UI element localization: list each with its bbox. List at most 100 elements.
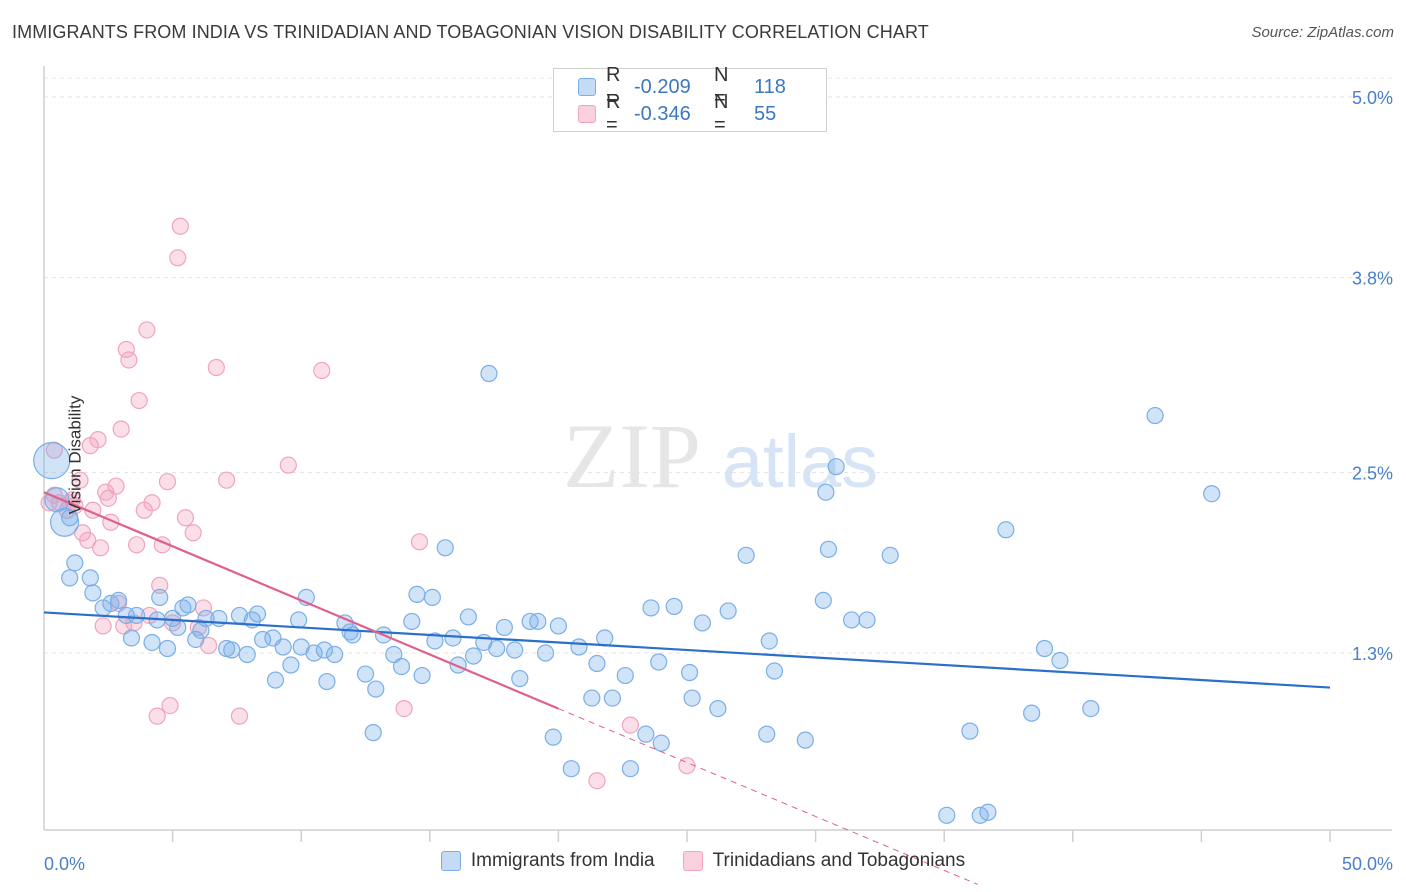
point-india	[1051, 651, 1069, 670]
point-india	[305, 644, 323, 662]
point-india	[511, 669, 529, 688]
y-tick-label: 2.5%	[1352, 464, 1393, 484]
point-india	[341, 623, 359, 641]
point-india	[737, 546, 755, 564]
swatch-india	[578, 78, 596, 96]
point-india	[529, 612, 547, 631]
point-india	[158, 639, 177, 658]
point-tt	[169, 249, 187, 267]
point-india	[423, 588, 441, 607]
point-india	[169, 618, 187, 637]
point-india	[109, 591, 128, 610]
watermark-atlas: atlas	[722, 420, 878, 503]
chart-title: IMMIGRANTS FROM INDIA VS TRINIDADIAN AND…	[12, 22, 929, 42]
point-india	[693, 614, 712, 632]
point-tt	[148, 707, 166, 725]
point-india	[364, 724, 382, 742]
point-india	[464, 647, 483, 665]
x-tick-label-max: 50.0%	[1342, 854, 1393, 874]
point-india	[938, 806, 956, 824]
n-value: 55	[754, 102, 777, 125]
point-tt	[176, 509, 195, 527]
point-india	[1035, 639, 1054, 658]
point-india	[637, 725, 655, 743]
point-india	[318, 672, 336, 691]
point-india	[122, 629, 141, 647]
point-india	[979, 803, 997, 821]
x-tick-label-min: 0.0%	[44, 854, 85, 874]
point-india	[179, 596, 197, 614]
point-tt	[138, 321, 156, 339]
watermark-zip: ZIP	[563, 405, 701, 507]
point-india	[127, 606, 146, 625]
point-india	[814, 591, 832, 610]
point-tt	[207, 358, 225, 377]
point-india	[84, 584, 102, 602]
point-india	[480, 364, 498, 383]
point-india	[33, 442, 71, 480]
point-india	[719, 602, 737, 620]
point-india	[385, 645, 403, 664]
axes	[43, 66, 1392, 842]
point-tt	[120, 351, 138, 369]
point-tt	[143, 494, 161, 512]
point-india	[817, 483, 835, 501]
point-india	[544, 728, 562, 746]
point-india	[1146, 406, 1164, 425]
legend-label-india: Immigrants from India	[470, 850, 655, 871]
point-tt	[130, 391, 148, 410]
point-india	[238, 645, 256, 664]
point-india	[858, 611, 876, 629]
point-india	[881, 546, 899, 564]
n-label: N =	[714, 64, 729, 109]
r-value: -0.346	[634, 102, 691, 125]
legend-item-india[interactable]: Immigrants from India	[440, 850, 655, 872]
point-tt	[171, 217, 189, 235]
point-india	[997, 521, 1015, 539]
point-india	[642, 599, 660, 617]
point-tt	[71, 471, 89, 489]
point-tt	[218, 471, 236, 489]
point-india	[616, 666, 634, 685]
point-india	[709, 699, 727, 718]
point-india	[758, 725, 776, 743]
point-india	[282, 656, 300, 674]
point-india	[652, 734, 670, 752]
legend-item-tt[interactable]: Trinidadians and Tobagonians	[682, 850, 965, 872]
point-india	[583, 689, 601, 707]
point-tt	[107, 477, 125, 495]
point-india	[426, 632, 444, 650]
stats-legend: R = -0.209 N = 118 R = -0.346 N = 55	[553, 64, 827, 136]
r-label: R =	[606, 91, 621, 136]
point-tt	[395, 699, 413, 718]
point-tt	[117, 340, 135, 359]
stats-row-tt: R = -0.346 N = 55	[578, 91, 777, 136]
watermark: ZIP atlas	[563, 405, 878, 507]
point-india	[290, 611, 308, 629]
point-india	[392, 657, 411, 676]
n-value: 118	[754, 75, 786, 98]
point-tt	[313, 361, 331, 380]
point-tt	[158, 473, 177, 491]
point-tt	[94, 617, 112, 635]
y-tick-label: 1.3%	[1352, 644, 1393, 664]
trend-extension-tt	[558, 708, 978, 885]
point-india	[444, 629, 462, 647]
stats-row-india: R = -0.209 N = 118	[578, 64, 786, 109]
legend-swatch-india	[440, 851, 461, 871]
point-india	[819, 540, 838, 558]
trend-line-tt	[43, 491, 559, 710]
point-india	[536, 644, 555, 662]
point-tt	[410, 533, 429, 551]
point-india	[459, 608, 477, 626]
point-india	[413, 666, 431, 685]
point-india	[356, 665, 375, 683]
point-tt	[112, 420, 130, 438]
point-india	[680, 663, 699, 682]
point-india	[326, 645, 344, 664]
point-india	[66, 554, 84, 572]
point-india	[650, 653, 668, 671]
point-india	[61, 509, 79, 527]
r-value: -0.209	[634, 75, 691, 98]
point-india	[408, 585, 426, 603]
